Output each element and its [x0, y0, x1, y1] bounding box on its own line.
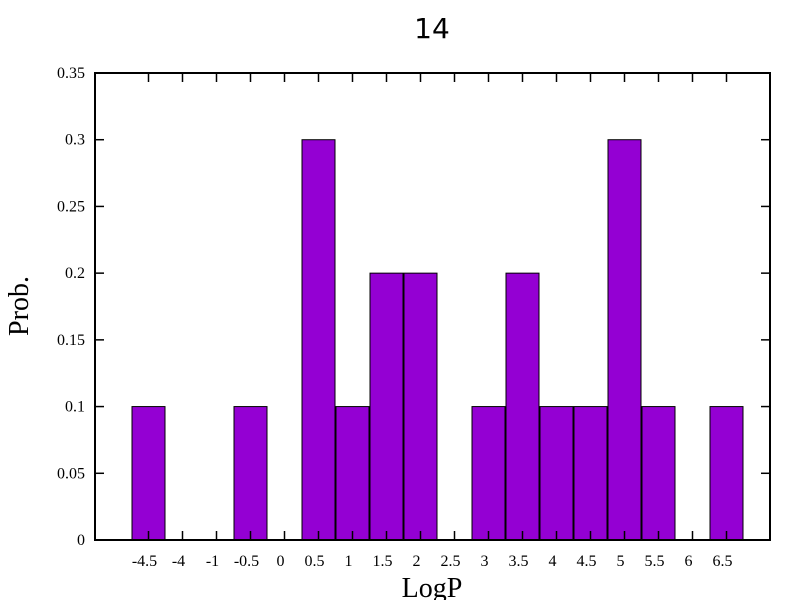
- y-tick-label: 0: [77, 532, 85, 549]
- y-tick-label: 0.15: [57, 332, 85, 349]
- y-tick-label: 0.35: [57, 65, 85, 82]
- x-axis-ticks: -4.5 -4 -1 -0.5 0 0.5 1 1.5 2 2.5 3 3.5 4 4.5 5 5.5 6 6.5: [132, 73, 733, 570]
- x-tick-label: 1.5: [373, 553, 393, 570]
- bars-group: [131, 139, 744, 541]
- y-axis-label: Prob.: [4, 276, 35, 336]
- bar-2: [403, 272, 438, 541]
- x-tick-label: 1: [345, 553, 353, 570]
- plot-border: [94, 72, 771, 541]
- x-tick-label: 2.5: [441, 553, 461, 570]
- x-tick-label: 6: [685, 553, 693, 570]
- x-tick-label: 2: [413, 553, 421, 570]
- y-tick-label: 0.2: [65, 265, 85, 282]
- x-tick-label: 4.5: [577, 553, 597, 570]
- y-tick-label: 0.1: [65, 399, 85, 416]
- x-tick-label: 4: [549, 553, 557, 570]
- bar-5: [607, 139, 642, 541]
- x-tick-label: 3: [481, 553, 489, 570]
- bar-1.5: [369, 272, 404, 541]
- bar-4.5: [573, 406, 608, 541]
- x-tick-label: -4.5: [132, 553, 157, 570]
- x-tick-label: -0.5: [234, 553, 259, 570]
- bar-3: [471, 406, 506, 541]
- bar-1: [335, 406, 370, 541]
- plot-frame: [94, 72, 771, 541]
- x-tick-label: 3.5: [509, 553, 529, 570]
- x-tick-label: 6.5: [713, 553, 733, 570]
- x-tick-label: 0: [277, 553, 285, 570]
- chart-title: 14: [414, 12, 450, 45]
- bar-6.5: [709, 406, 744, 541]
- bar--0.5: [233, 406, 268, 541]
- bar-4: [539, 406, 574, 541]
- x-tick-label: 0.5: [305, 553, 325, 570]
- x-tick-label: -4: [172, 553, 185, 570]
- bar--4.5: [131, 406, 166, 541]
- bar-0.5: [301, 139, 336, 541]
- y-tick-label: 0.3: [65, 132, 85, 149]
- x-tick-label: 5: [617, 553, 625, 570]
- y-tick-label: 0.05: [57, 465, 85, 482]
- x-axis-label: LogP: [402, 573, 463, 600]
- x-tick-label: 5.5: [645, 553, 665, 570]
- bar-3.5: [505, 272, 540, 541]
- y-tick-label: 0.25: [57, 198, 85, 215]
- bar-5.5: [641, 406, 676, 541]
- y-axis-ticks: 0 0.05 0.1 0.15 0.2 0.25 0.3 0.35: [57, 65, 770, 549]
- x-tick-label: -1: [206, 553, 219, 570]
